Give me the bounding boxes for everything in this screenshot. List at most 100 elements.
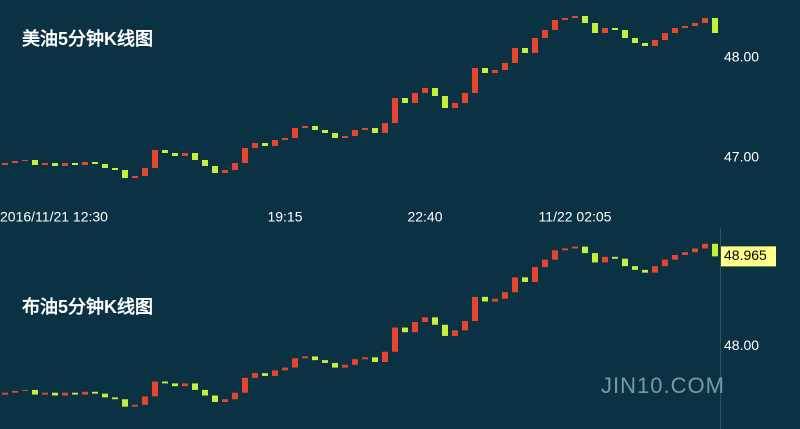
candle-body xyxy=(622,258,628,267)
x-tick-label: 2016/11/21 12:30 xyxy=(0,209,108,225)
candle-body xyxy=(672,254,678,260)
candle-body xyxy=(432,88,438,96)
candle-body xyxy=(2,392,8,395)
candle-body xyxy=(242,377,248,393)
candle-body xyxy=(292,358,298,368)
candle-body xyxy=(512,48,518,63)
candle-body xyxy=(192,153,198,160)
x-tick-label: 19:15 xyxy=(267,209,302,225)
candle-body xyxy=(302,126,308,128)
candle-body xyxy=(682,252,688,255)
candle-body xyxy=(252,143,258,148)
candle-body xyxy=(302,356,308,359)
candle-body xyxy=(602,28,608,33)
candle-body xyxy=(362,357,368,360)
chart-title: 布油5分钟K线图 xyxy=(22,296,153,317)
candle-body xyxy=(342,364,348,368)
candle-body xyxy=(412,93,418,103)
candle-body xyxy=(42,392,48,395)
candle-body xyxy=(262,143,268,146)
candle-body xyxy=(182,383,188,387)
candle-body xyxy=(392,98,398,123)
candle-body xyxy=(2,163,8,165)
candle-body xyxy=(62,163,68,166)
candle-body xyxy=(602,256,608,263)
candle-body xyxy=(502,292,508,299)
candle-body xyxy=(182,153,188,156)
y-tick-label: 47.00 xyxy=(724,149,759,165)
candle-body xyxy=(92,391,98,394)
candle-body xyxy=(332,133,338,138)
candle-body xyxy=(542,30,548,38)
candle-body xyxy=(462,93,468,103)
candle-body xyxy=(142,396,148,405)
candle-body xyxy=(202,389,208,396)
candle-body xyxy=(662,259,668,267)
candle-body xyxy=(62,392,68,396)
candle-body xyxy=(222,399,228,403)
candle-body xyxy=(22,389,28,391)
candle-body xyxy=(322,360,328,363)
candle-body xyxy=(692,23,698,26)
candle-body xyxy=(562,248,568,251)
candle-body xyxy=(22,160,28,161)
candle-body xyxy=(12,390,18,393)
candle-body xyxy=(582,16,588,23)
candle-body xyxy=(312,126,318,130)
candle-body xyxy=(462,321,468,331)
candle-body xyxy=(332,362,338,368)
candle-body xyxy=(692,248,698,253)
candle-body xyxy=(482,68,488,73)
candle-body xyxy=(712,18,718,33)
candle-body xyxy=(682,26,688,28)
candle-body xyxy=(132,404,138,407)
candle-body xyxy=(152,150,158,168)
candle-body xyxy=(102,393,108,398)
candle-body xyxy=(532,38,538,53)
candle-body xyxy=(392,327,398,352)
candle-body xyxy=(52,163,58,166)
candle-body xyxy=(132,176,138,178)
candle-body xyxy=(272,140,278,146)
candle-body xyxy=(612,256,618,259)
candle-body xyxy=(32,389,38,395)
candle-body xyxy=(322,130,328,133)
candle-body xyxy=(442,324,448,336)
candle-body xyxy=(112,397,118,400)
candle-body xyxy=(552,250,558,260)
candle-body xyxy=(262,373,268,376)
candle-body xyxy=(112,168,118,170)
candle-body xyxy=(652,266,658,273)
candle-body xyxy=(162,381,168,384)
candle-body xyxy=(32,160,38,165)
candle-body xyxy=(292,128,298,138)
candle-body xyxy=(662,33,668,40)
candle-body xyxy=(492,70,498,73)
candle-body xyxy=(612,28,618,30)
candle-body xyxy=(282,138,288,140)
candle-body xyxy=(632,38,638,43)
candle-body xyxy=(152,381,158,397)
candle-body xyxy=(232,392,238,400)
candle-body xyxy=(72,392,78,395)
candle-body xyxy=(72,163,78,165)
candle-body xyxy=(402,327,408,333)
candle-body xyxy=(162,150,168,153)
candle-body xyxy=(382,123,388,133)
candle-body xyxy=(92,162,98,164)
chart-title: 美油5分钟K线图 xyxy=(22,28,153,49)
candle-body xyxy=(632,266,638,270)
candle-body xyxy=(372,128,378,133)
candle-body xyxy=(52,392,58,396)
price-label-box xyxy=(721,246,776,267)
candle-body xyxy=(542,259,548,268)
candle-body xyxy=(342,136,348,138)
candle-body xyxy=(562,18,568,20)
candle-body xyxy=(142,168,148,176)
candle-body xyxy=(532,267,538,282)
candle-body xyxy=(642,269,648,273)
candle-body xyxy=(82,391,88,395)
